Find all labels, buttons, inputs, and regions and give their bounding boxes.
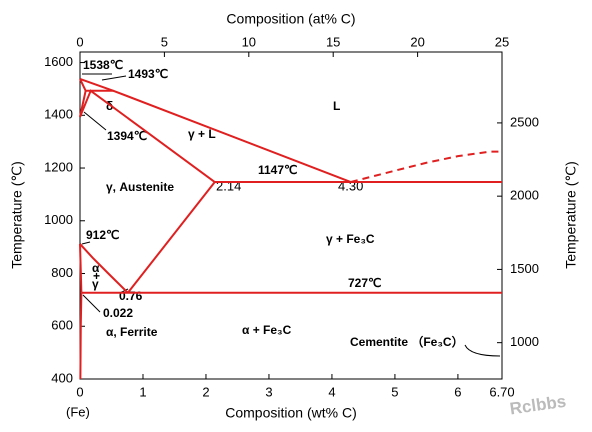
annotation: 1493℃	[128, 67, 168, 81]
x2-title: Composition (at% C)	[226, 11, 355, 27]
x-tick-label: 3	[265, 384, 272, 399]
annotation: α, Ferrite	[106, 325, 158, 339]
annotation: γ	[92, 277, 99, 291]
plot-frame	[79, 51, 503, 380]
x2-tick-label: 20	[410, 34, 424, 49]
x2-tick-label: 25	[495, 34, 509, 49]
y-tick-label: 1000	[44, 212, 73, 227]
annotation: 1538℃	[83, 58, 123, 72]
x-tick-label: 0	[76, 384, 83, 399]
annotation: 2.14	[216, 178, 241, 193]
x-tick-label: 1	[139, 384, 146, 399]
pointer	[101, 75, 127, 81]
y2-tick-label: 1000	[510, 334, 539, 349]
y2-title: Temperature (℃)	[563, 161, 579, 269]
x-tick-label: 6.70	[489, 384, 514, 399]
x2-tick-label: 5	[161, 34, 168, 49]
annotation: γ + L	[188, 127, 216, 141]
y-tick-label: 800	[51, 265, 73, 280]
x-tick-label: 2	[202, 384, 209, 399]
phase-boundary	[79, 78, 114, 92]
phase-boundary	[79, 292, 83, 380]
y2-tick-label: 1500	[510, 261, 539, 276]
phase-boundary	[350, 150, 502, 183]
y-tick-label: 1600	[44, 54, 73, 69]
pointer	[83, 111, 107, 131]
annotation: 0.76	[119, 289, 143, 303]
pointer	[81, 241, 91, 245]
x2-tick-label: 10	[242, 34, 256, 49]
x2-tick-label: 0	[76, 34, 83, 49]
x-title: Composition (wt% C)	[225, 405, 356, 421]
y2-tick-label: 2000	[510, 188, 539, 203]
annotation: α	[92, 261, 100, 275]
x-tick-label: 4	[328, 384, 335, 399]
annotation: 912℃	[86, 228, 120, 242]
annotation: Cementite （Fe₃C）	[350, 334, 464, 349]
pointers	[81, 73, 501, 357]
y-title: Temperature (℃)	[9, 161, 25, 269]
x-tick-label: 5	[391, 384, 398, 399]
phase-boundary	[79, 89, 216, 183]
x-tick-label: 6	[454, 384, 461, 399]
annotation: 0.022	[103, 306, 133, 320]
annotation: γ, Austenite	[106, 180, 174, 194]
annotation: γ + Fe₃C	[326, 232, 375, 246]
phase-boundary	[127, 181, 216, 294]
y-tick-label: 1200	[44, 159, 73, 174]
annotation: +	[93, 269, 100, 283]
pointer	[464, 344, 501, 357]
pointer	[82, 294, 101, 313]
annotation: α + Fe₃C	[242, 323, 292, 337]
annotation: 4.30	[338, 178, 363, 193]
annotation: 727℃	[348, 276, 382, 290]
phase-boundary	[79, 243, 83, 293]
x2-tick-label: 15	[326, 34, 340, 49]
annotation: (Fe)	[66, 404, 90, 419]
y-tick-label: 400	[51, 370, 73, 385]
y-tick-label: 1400	[44, 107, 73, 122]
watermark: Rclbbs	[509, 392, 568, 419]
annotation: L	[333, 99, 340, 113]
annotation: δ	[106, 99, 113, 113]
annotations: 1538℃ 1493℃ δ 1394℃ γ + L L 1147℃ γ, Aus…	[66, 58, 567, 419]
phase-boundary	[79, 243, 129, 294]
y-tick-label: 600	[51, 318, 73, 333]
annotation: 1394℃	[107, 129, 147, 143]
annotation: 1147℃	[258, 163, 298, 177]
y2-tick-label: 2500	[510, 114, 539, 129]
